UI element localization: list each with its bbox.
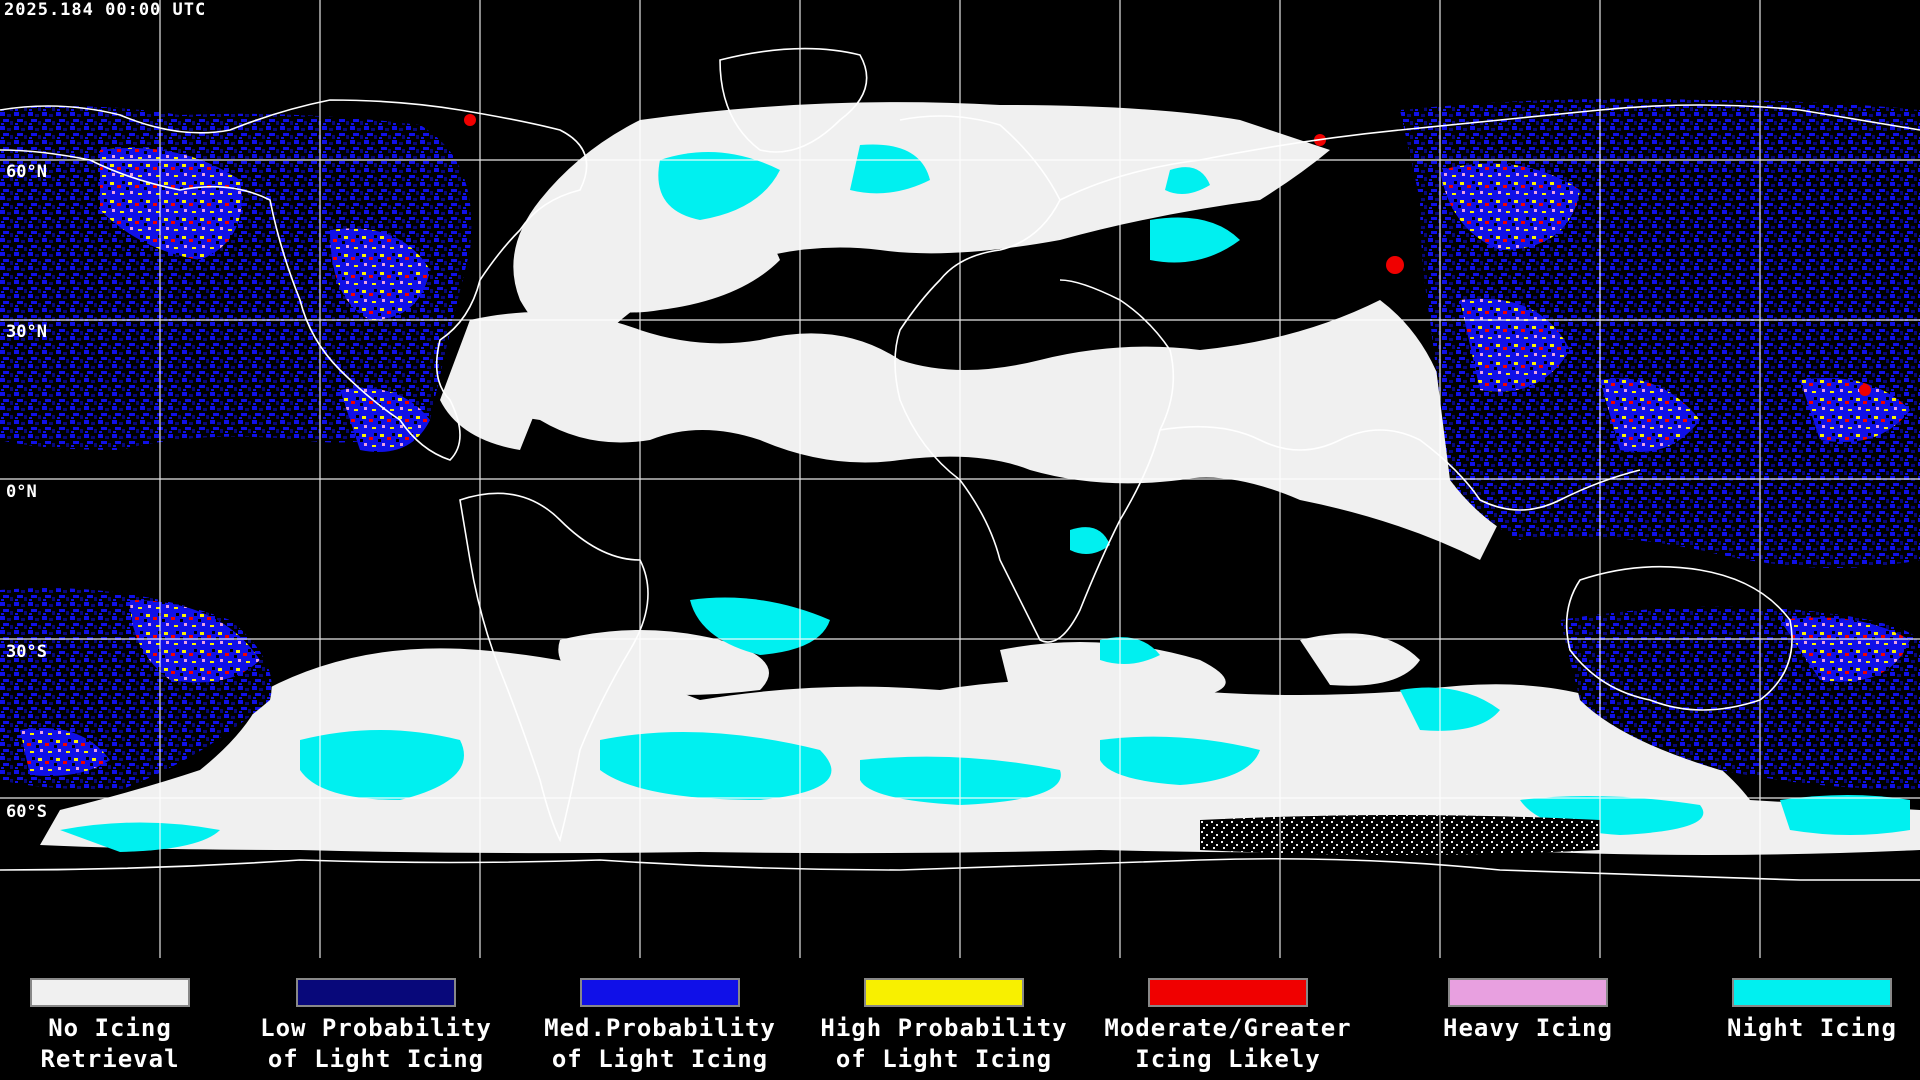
night-icing-regions (60, 144, 1910, 852)
no-icing-swatch (30, 978, 190, 1007)
legend-item-med-probability: Med.Probability of Light Icing (520, 978, 800, 1075)
latitude-label-60n: 60°N (6, 162, 47, 182)
legend-item-high-probability: High Probability of Light Icing (804, 978, 1084, 1075)
icing-map: 2025.184 00:00 UTC 60°N 30°N 0°N 30°S 60… (0, 0, 1920, 958)
latitude-label-30n: 30°N (6, 322, 47, 342)
legend-label: Night Icing (1727, 1014, 1897, 1042)
icing-probability-regions (0, 98, 1920, 855)
night-icing-swatch (1732, 978, 1892, 1007)
latitude-label-30s: 30°S (6, 642, 47, 662)
heavy-icing-swatch (1448, 978, 1608, 1007)
map-canvas (0, 0, 1920, 958)
legend-label: Low Probability of Light Icing (260, 1014, 492, 1073)
lat-lon-grid (0, 0, 1920, 958)
legend-label: High Probability of Light Icing (820, 1014, 1068, 1073)
legend-item-night-icing: Night Icing (1672, 978, 1920, 1044)
timestamp-label: 2025.184 00:00 UTC (4, 0, 207, 20)
legend-item-low-probability: Low Probability of Light Icing (236, 978, 516, 1075)
moderate-icing-swatch (1148, 978, 1308, 1007)
low-probability-swatch (296, 978, 456, 1007)
legend-label: No Icing Retrieval (40, 1014, 180, 1073)
med-probability-swatch (580, 978, 740, 1007)
latitude-label-0n: 0°N (6, 482, 37, 502)
latitude-label-60s: 60°S (6, 802, 47, 822)
legend-label: Heavy Icing (1443, 1014, 1613, 1042)
legend-label: Moderate/Greater Icing Likely (1104, 1014, 1352, 1073)
coastlines (0, 47, 1920, 881)
legend-item-no-icing: No Icing Retrieval (0, 978, 250, 1075)
legend-item-moderate-icing: Moderate/Greater Icing Likely (1088, 978, 1368, 1075)
legend-item-heavy-icing: Heavy Icing (1388, 978, 1668, 1044)
legend-label: Med.Probability of Light Icing (544, 1014, 776, 1073)
legend: No Icing Retrieval Low Probability of Li… (0, 958, 1920, 1080)
high-probability-swatch (864, 978, 1024, 1007)
